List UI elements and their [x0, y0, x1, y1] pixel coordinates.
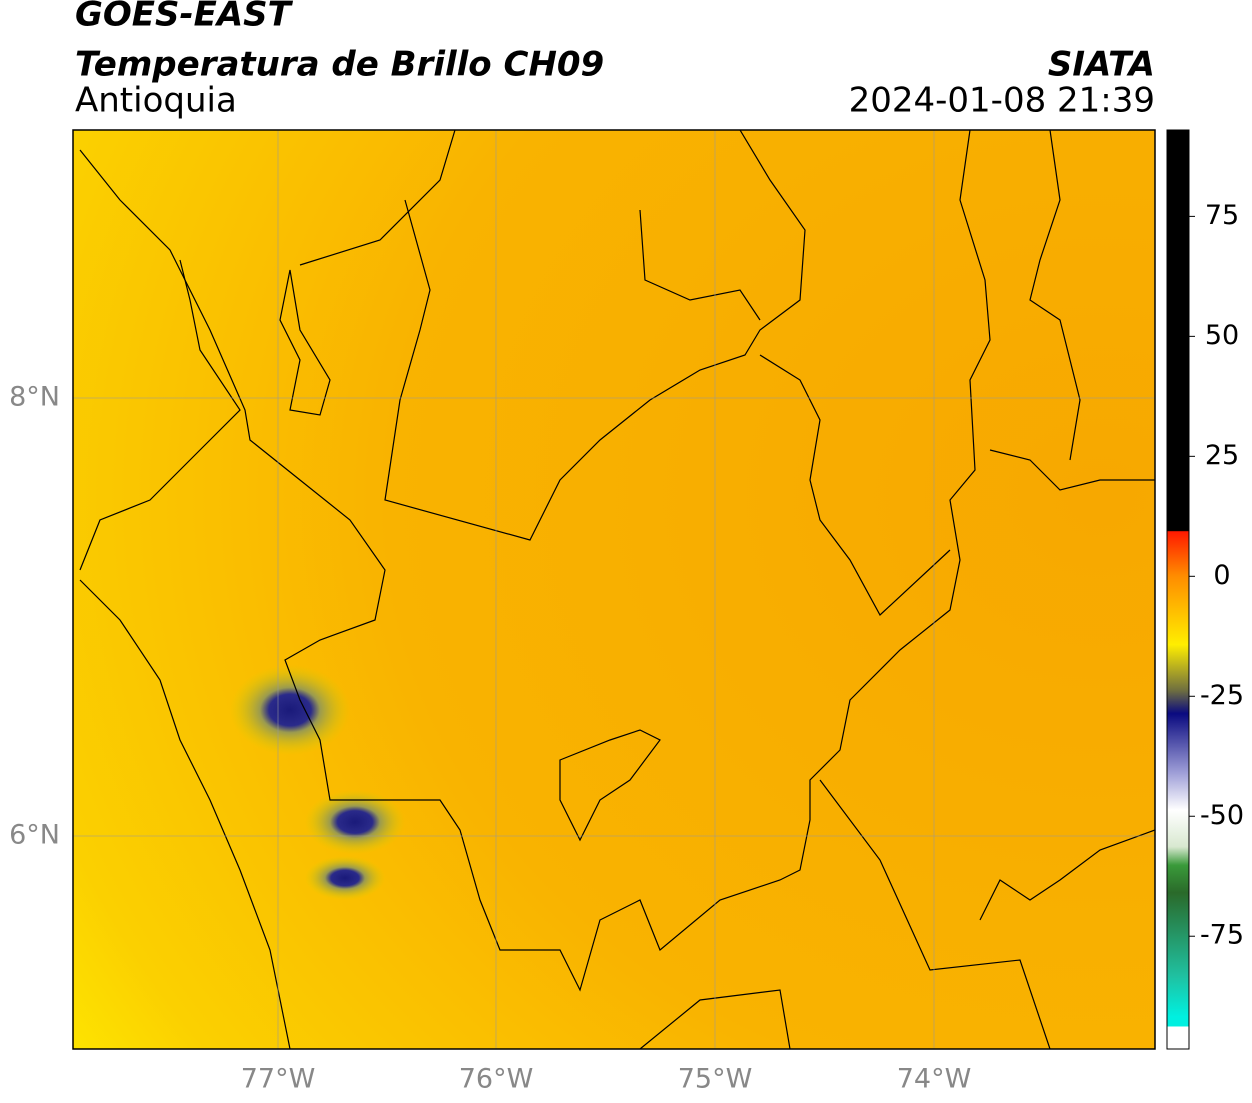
region: Antioquia [75, 81, 237, 121]
colorbar-tick-label: 75 [1205, 200, 1239, 231]
map [73, 130, 1155, 1049]
colorbar-ticks: 75 50 25 0 -25 -50 -75 [1189, 200, 1244, 951]
source: GOES-EAST [75, 0, 294, 35]
timestamp: 2024-01-08 21:39 [849, 81, 1155, 121]
cloud [305, 790, 405, 854]
agency: SIATA [1048, 45, 1155, 85]
colorbar-tick-label: 0 [1213, 560, 1230, 591]
title: Temperatura de Brillo CH09 [75, 45, 604, 85]
lon-tick-label: 74°W [897, 1064, 972, 1095]
colorbar-tick-label: -25 [1200, 680, 1244, 711]
cloud [230, 665, 350, 755]
lon-tick-label: 76°W [459, 1064, 534, 1095]
colorbar-tick-label: -50 [1200, 800, 1244, 831]
map-frame [72, 129, 1156, 1050]
cloud [305, 856, 385, 900]
temperature-field [73, 130, 1155, 1049]
lon-tick-label: 77°W [241, 1064, 316, 1095]
colorbar [1166, 129, 1190, 1050]
graticule [73, 130, 1155, 1049]
map-ticks: 77°W 76°W 75°W 74°W 8°N 6°N [9, 382, 971, 1095]
colorbar-tick-label: 25 [1205, 440, 1239, 471]
lat-tick-label: 6°N [9, 820, 60, 851]
lat-tick-label: 8°N [9, 382, 60, 413]
colorbar-tick-label: -75 [1200, 920, 1244, 951]
lon-tick-label: 75°W [678, 1064, 753, 1095]
colorbar-tick-label: 50 [1205, 320, 1239, 351]
borders [79, 130, 1155, 1049]
